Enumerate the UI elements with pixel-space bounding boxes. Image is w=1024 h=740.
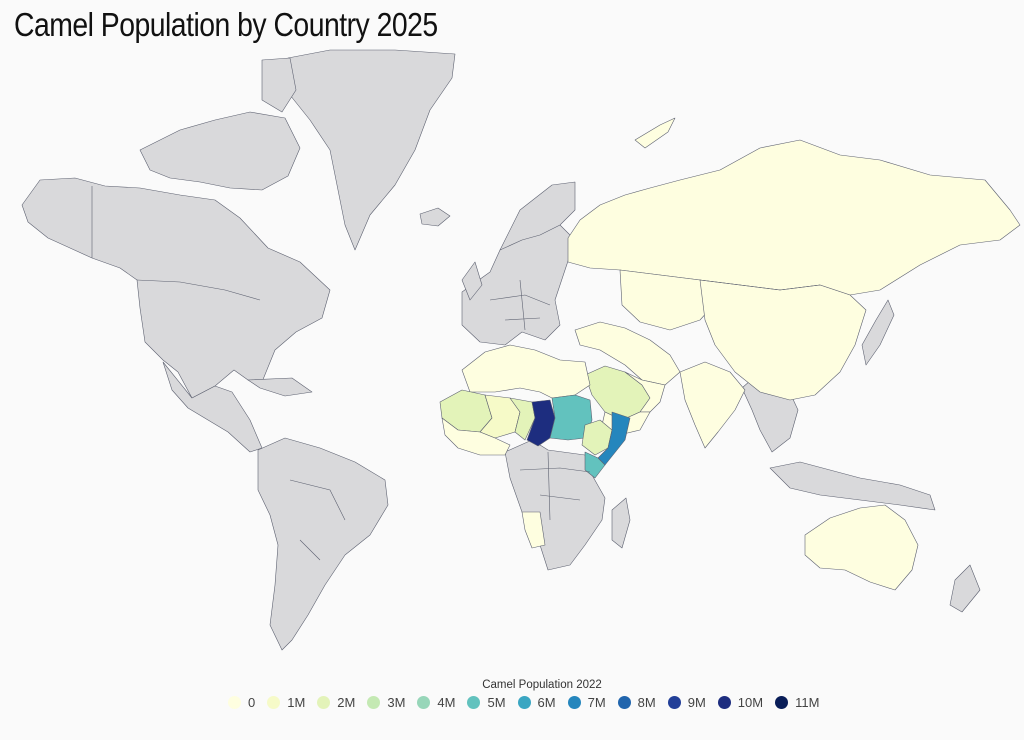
russia-china-border [699,279,821,291]
south-america-shape[interactable] [257,437,389,651]
baffin-island-shape[interactable] [261,57,297,113]
legend-swatch [567,695,581,709]
legend-item[interactable]: 4M [417,695,455,710]
legend-label: 2M [337,694,356,710]
iceland-shape[interactable] [419,207,451,227]
madagascar-shape[interactable] [611,497,631,549]
legend-swatch [467,695,481,709]
map-title: Camel Population by Country 2025 [14,6,438,43]
world-choropleth-map [21,49,1021,651]
legend-swatch [775,695,789,709]
kenya-shape[interactable] [584,451,606,479]
legend-label: 6M [537,694,556,710]
legend-label: 1M [287,694,306,710]
scandinavia-shape[interactable] [499,181,576,251]
legend-swatch [717,695,731,709]
legend-item[interactable]: 10M [717,694,764,710]
legend-item[interactable]: 0 [228,695,255,710]
uk-shape[interactable] [461,261,483,301]
novaya-zemlya-shape[interactable] [634,117,676,149]
india-shape[interactable] [679,361,746,449]
australia-shape[interactable] [804,504,919,591]
legend-swatch [667,695,681,709]
legend-label: 0 [248,694,256,710]
legend-item[interactable]: 2M [317,695,355,710]
legend-item[interactable]: 11M [775,695,819,710]
japan-shape[interactable] [861,299,895,366]
legend-item[interactable]: 6M [517,694,556,710]
africa-borders [519,451,591,521]
legend-swatch [267,695,281,709]
legend-swatch [367,695,381,709]
legend-label: 8M [637,694,656,710]
arctic-islands-shape[interactable] [139,111,301,191]
legend-label: 7M [587,694,606,710]
legend-label: 9M [687,694,706,710]
country-borders [91,186,821,561]
south-america-borders [289,479,346,561]
no-data-landmasses [21,49,981,651]
middle-east-shape[interactable] [574,321,681,386]
new-zealand-shape[interactable] [949,564,981,613]
canada-usa-border [136,279,261,301]
color-legend: 0 1M 2M 3M 4M 5M 6M 7M 8M 9M 10M 11M [228,694,831,710]
indonesia-shape[interactable] [769,461,936,511]
data-regions [439,117,1021,591]
legend-swatch [417,695,431,709]
namibia-shape[interactable] [521,511,546,549]
legend-swatch [228,695,241,709]
greenland-shape[interactable] [287,49,456,251]
west-africa-shape[interactable] [441,417,511,456]
legend-swatch [317,695,331,709]
legend-label: 3M [387,694,406,710]
legend-item[interactable]: 7M [567,694,606,710]
legend-item[interactable]: 9M [667,694,706,710]
legend-label: 5M [487,694,506,710]
legend-item[interactable]: 5M [467,694,506,710]
chad-shape[interactable] [526,399,556,447]
legend-item[interactable]: 8M [617,694,656,710]
legend-swatch [517,695,531,709]
central-america-shape[interactable] [162,361,263,453]
legend-label: 11M [795,694,820,710]
north-africa-shape[interactable] [461,344,591,399]
north-america-shape[interactable] [21,177,331,399]
europe-borders [489,279,551,331]
legend-label: 4M [437,694,456,710]
legend-label: 10M [737,694,764,710]
caribbean-shape[interactable] [247,377,313,397]
legend-swatch [617,695,631,709]
legend-title: Camel Population 2022 [482,679,602,691]
legend-item[interactable]: 1M [267,695,305,710]
central-asia-shape[interactable] [619,269,721,331]
legend-item[interactable]: 3M [367,695,405,710]
